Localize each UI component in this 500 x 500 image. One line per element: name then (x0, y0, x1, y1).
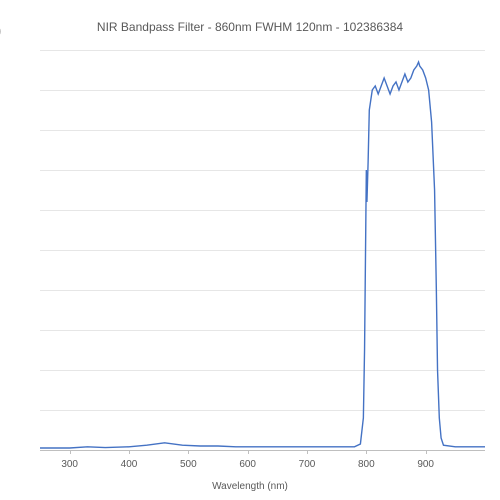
plot-area: 300400500600700800900 (40, 50, 485, 450)
xtick-mark (366, 450, 367, 454)
xtick-label: 600 (239, 459, 256, 470)
xtick-label: 900 (417, 459, 434, 470)
xtick-label: 700 (299, 459, 316, 470)
xtick-mark (426, 450, 427, 454)
xtick-mark (248, 450, 249, 454)
xtick-label: 800 (358, 459, 375, 470)
line-trace (40, 50, 485, 450)
chart-container: TEQ NIR Bandpass Filter - 860nm FWHM 120… (0, 0, 500, 500)
xtick-label: 400 (121, 459, 138, 470)
chart-title: NIR Bandpass Filter - 860nm FWHM 120nm -… (0, 20, 500, 34)
x-axis-baseline (40, 450, 485, 451)
series-line (40, 62, 485, 448)
xtick-label: 500 (180, 459, 197, 470)
xtick-mark (307, 450, 308, 454)
xtick-mark (70, 450, 71, 454)
x-axis-label: Wavelength (nm) (0, 481, 500, 492)
xtick-label: 300 (61, 459, 78, 470)
xtick-mark (188, 450, 189, 454)
xtick-mark (129, 450, 130, 454)
